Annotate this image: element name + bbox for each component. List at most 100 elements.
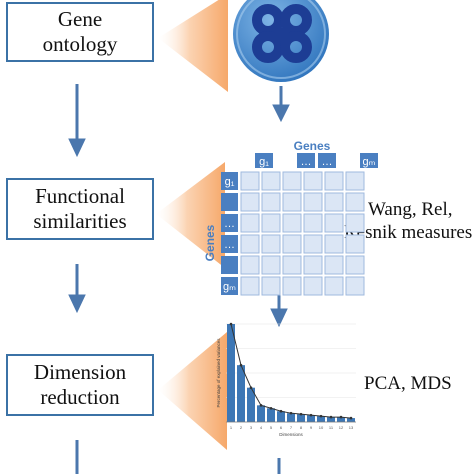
scree-bar: [317, 416, 325, 422]
matrix-cell: [303, 171, 323, 191]
matrix-row-label: …: [224, 218, 235, 230]
scree-tick-label: 10: [319, 425, 324, 430]
matrix-cell: [282, 213, 302, 233]
matrix-col-label-box: [297, 153, 315, 168]
matrix-cell: [324, 234, 344, 254]
arrow-down-icon: [270, 287, 288, 328]
matrix-cell: [282, 192, 302, 212]
arrow-down-icon: [68, 264, 86, 314]
scree-xlabel: Dimensions: [279, 432, 303, 437]
scree-bar: [257, 405, 265, 422]
callout-fan-ontology: [158, 0, 228, 92]
matrix-cell: [261, 255, 281, 275]
gene-similarity-matrix: Genes Genes g₁ … … gₘ g₁ … … gₘ: [203, 139, 378, 296]
matrix-row-label-box: [221, 277, 238, 295]
matrix-row-label-box: [221, 193, 238, 211]
arrow-down-icon: [68, 84, 86, 158]
similarity-methods-text-2: Resnik measures: [344, 221, 472, 245]
matrix-col-label-box: [255, 153, 273, 168]
scree-bar: [277, 411, 285, 422]
scree-tick-label: 8: [300, 425, 303, 430]
matrix-cell: [345, 255, 365, 275]
scree-line: [230, 323, 352, 419]
matrix-cell: [282, 276, 302, 296]
matrix-row-label: …: [224, 239, 235, 251]
matrix-row-label-box: [221, 235, 238, 253]
matrix-cell: [261, 192, 281, 212]
matrix-cell: [240, 234, 260, 254]
scree-point: [229, 322, 233, 326]
matrix-col-label-box: [360, 153, 378, 168]
stage-label-line2: similarities: [33, 209, 127, 233]
scree-point: [299, 412, 303, 416]
matrix-row-header: Genes: [203, 224, 217, 261]
scree-ylabel: Percentage of explained variances: [216, 338, 221, 408]
matrix-cell: [261, 276, 281, 296]
scree-bar: [247, 387, 255, 422]
matrix-cell: [240, 213, 260, 233]
matrix-cell: [261, 234, 281, 254]
matrix-cell: [324, 171, 344, 191]
reduction-methods-text: PCA, MDS: [364, 372, 452, 396]
gene-ontology-logo-icon: [233, 0, 329, 82]
matrix-row-label: g₁: [225, 176, 235, 188]
matrix-cell: [240, 276, 260, 296]
matrix-cell: [324, 192, 344, 212]
scree-point: [269, 406, 273, 410]
matrix-cell: [324, 213, 344, 233]
stage-label-line1: Gene: [57, 7, 103, 31]
similarity-method-line1: Wang, Rel,: [368, 199, 453, 220]
matrix-cell: [345, 192, 365, 212]
matrix-cell: [303, 234, 323, 254]
scree-bar: [307, 415, 315, 422]
matrix-cell: [303, 276, 323, 296]
scree-tick-label: 6: [280, 425, 283, 430]
scree-point: [259, 404, 263, 407]
matrix-cell: [282, 255, 302, 275]
matrix-col-label: gₘ: [363, 156, 376, 168]
scree-bar: [287, 413, 295, 422]
matrix-cell: [345, 276, 365, 296]
matrix-cell: [303, 255, 323, 275]
stage-label-line2: ontology: [42, 32, 118, 56]
scree-point: [309, 413, 313, 417]
scree-point: [279, 409, 283, 413]
scree-point: [329, 415, 333, 419]
scree-tick-label: 3: [250, 425, 253, 430]
matrix-row-label-box: [221, 172, 238, 190]
matrix-cell: [240, 171, 260, 191]
scree-tick-label: 13: [349, 425, 354, 430]
matrix-cell: [282, 171, 302, 191]
matrix-col-label-box: [318, 153, 336, 168]
stage-label-line1: Dimension: [33, 360, 127, 384]
scree-bar: [337, 417, 345, 422]
scree-point: [349, 416, 353, 420]
matrix-col-header: Genes: [294, 139, 331, 153]
scree-bar: [297, 414, 305, 422]
scree-bar: [347, 418, 355, 422]
scree-point: [339, 415, 343, 419]
scree-bar: [327, 417, 335, 422]
matrix-cell: [303, 213, 323, 233]
scree-bar: [227, 324, 235, 422]
matrix-cell: [282, 234, 302, 254]
scree-tick-label: 1: [230, 425, 233, 430]
similarity-method-line2: Resnik measures: [344, 222, 473, 243]
scree-tick-label: 11: [329, 425, 334, 430]
stage-label-line2: reduction: [40, 385, 120, 409]
scree-bar: [237, 365, 245, 422]
scree-tick-label: 7: [290, 425, 293, 430]
stage-box-dimension-reduction: Dimension reduction: [6, 354, 154, 416]
scree-tick-label: 12: [339, 425, 344, 430]
scree-tick-label: 2: [240, 425, 243, 430]
matrix-cell: [240, 255, 260, 275]
matrix-col-label: …: [301, 156, 312, 168]
matrix-cell: [261, 213, 281, 233]
matrix-row-label: gₘ: [223, 281, 236, 293]
matrix-cell: [324, 255, 344, 275]
scree-point: [249, 386, 253, 390]
scree-tick-label: 5: [270, 425, 273, 430]
scree-tick-label: 4: [260, 425, 263, 430]
matrix-row-label-box: [221, 214, 238, 232]
